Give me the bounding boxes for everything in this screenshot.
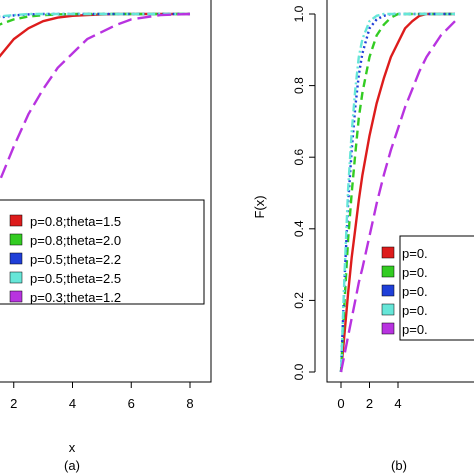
panel-a-series-lines [0,12,191,184]
legend-swatch [9,214,23,227]
legend-label: p=0. [402,265,428,280]
legend-label: p=0.8;theta=1.5 [30,214,121,229]
panel-a-label: (a) [64,458,80,473]
panel-a-series-line-4 [0,12,190,18]
legend-swatch [9,290,23,303]
panel-b-legend: p=0. p=0. p=0. p=0. p=0. [381,235,474,341]
panel-b-x-ticks: 0 2 4 [337,381,402,411]
panel-a: 2 4 6 8 x (a) p=0.8;theta=1.5 p=0.8;theta=2.… [0,0,212,473]
x-tick-label: 2 [10,396,17,411]
x-tick-label: 6 [128,396,135,411]
y-tick-label: 0.0 [292,363,306,380]
panel-b-series-line-1 [339,12,455,373]
y-tick-label: 0.2 [292,292,306,309]
panel-a-series-line-5 [0,12,191,184]
legend-swatch [381,246,395,259]
x-tick-label: 2 [366,396,373,411]
panel-b-series-line-3 [339,12,455,373]
panel-b-plot-box [326,0,474,383]
legend-label: p=0.8;theta=2.0 [30,233,121,248]
panel-b-legend-box [399,235,474,341]
x-tick-label: 4 [394,396,401,411]
panel-a-legend: p=0.8;theta=1.5 p=0.8;theta=2.0 p=0.5;thet… [0,199,205,305]
y-tick-label: 0.8 [292,77,306,94]
legend-label: p=0. [402,246,428,261]
y-tick-label: 0.6 [292,149,306,166]
legend-label: p=0.5;theta=2.2 [30,252,121,267]
legend-swatch [9,271,23,284]
x-tick-label: 4 [69,396,76,411]
panel-a-legend-entries: p=0.8;theta=1.5 p=0.8;theta=2.0 p=0.5;thet… [9,214,121,305]
panel-b-plot-region: p=0. p=0. p=0. p=0. p=0. [326,0,474,383]
x-tick-label: 0 [337,396,344,411]
legend-swatch [381,322,395,335]
legend-label: p=0.5;theta=2.5 [30,271,121,286]
legend-swatch [9,252,23,265]
legend-label: p=0. [402,303,428,318]
x-tick-label: 8 [186,396,193,411]
y-tick-label: 1.0 [292,5,306,22]
legend-label: p=0. [402,284,428,299]
panel-b-y-label: F(x) [252,195,267,218]
legend-swatch [381,284,395,297]
y-tick-label: 0.4 [292,220,306,237]
legend-label: p=0.3;theta=1.2 [30,290,121,305]
legend-swatch [381,303,395,316]
panel-b-legend-entries: p=0. p=0. p=0. p=0. p=0. [381,246,428,337]
panel-b-y-ticks: 0.0 0.2 0.4 0.6 0.8 1.0 [292,5,316,380]
panel-a-series-line-1 [0,12,190,58]
panel-a-series-line-3 [0,12,190,19]
panel-a-plot-box [0,0,212,383]
panel-a-plot-region [0,0,212,383]
panel-a-series-line-2 [0,12,190,26]
panel-b-label: (b) [391,458,407,473]
legend-swatch [9,233,23,246]
panel-b-series-line-4 [339,12,455,373]
legend-label: p=0. [402,322,428,337]
panel-a-legend-box [0,199,205,305]
panel-b-series-lines [339,12,456,373]
panel-b-series-line-5 [339,20,456,373]
legend-swatch [381,265,395,278]
panel-a-x-ticks: 2 4 6 8 [10,381,194,411]
panel-a-x-label: x [69,440,76,455]
